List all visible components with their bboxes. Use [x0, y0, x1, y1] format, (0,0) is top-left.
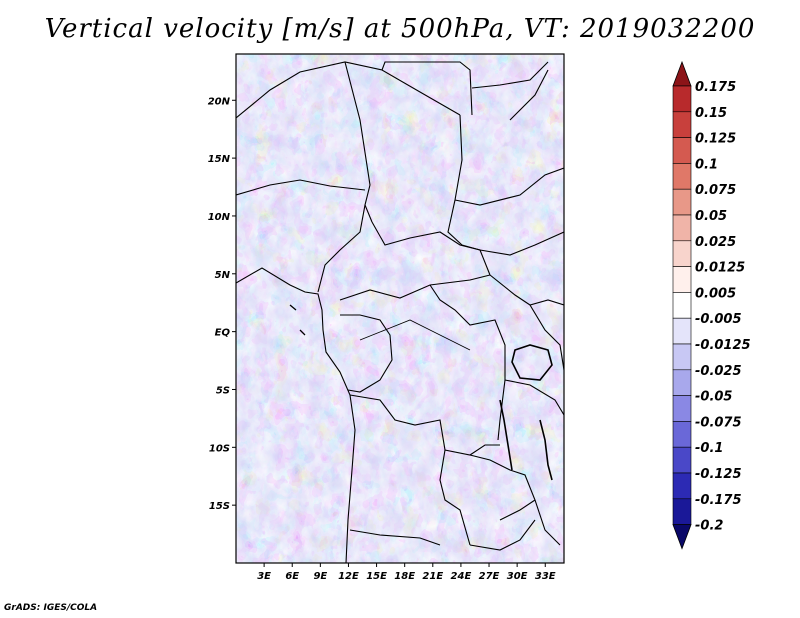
red-sea-coast	[471, 61, 549, 89]
colorbar-segment	[672, 292, 692, 319]
niger-nigeria-border	[236, 179, 366, 196]
chart-title: Vertical velocity [m/s] at 500hPa, VT: 2…	[44, 14, 756, 44]
lat-tick-label: 15S	[209, 501, 230, 512]
congo-river	[359, 319, 471, 351]
west-africa-coastline	[236, 267, 356, 563]
vertical-velocity-field	[236, 54, 564, 563]
colorbar-segment	[672, 472, 692, 500]
lat-tick-label: 15N	[208, 154, 231, 165]
colorbar-label: 0.005	[695, 286, 736, 301]
colorbar-label: -0.0125	[695, 338, 751, 353]
colorbar-segment	[672, 240, 692, 267]
colorbar-top-arrow	[672, 60, 692, 87]
longitude-axis: 3E 6E 9E 12E 15E 18E 21E 24E 27E 30E 33E	[257, 563, 556, 582]
lat-tick-label: EQ	[215, 328, 231, 339]
niger-chad-border	[344, 61, 373, 223]
colorbar-segment	[672, 214, 692, 242]
colorbar-label: 0.025	[695, 235, 736, 250]
colorbar: 0.175 0.15 0.125 0.1 0.075 0.05 0.025 0.0125 0.0…	[672, 60, 751, 550]
lon-tick-label: 24E	[451, 571, 472, 582]
mozambique-border	[534, 499, 561, 546]
colorbar-segment	[672, 137, 692, 164]
lon-tick-label: 18E	[394, 571, 415, 582]
map-frame	[235, 53, 565, 564]
angola-zambia-border	[439, 449, 471, 546]
colorbar-label: -0.05	[695, 390, 732, 405]
colorbar-segment	[672, 85, 692, 113]
latitude-axis: 20N 15N 10N 5N EQ 5S 10S 15S	[208, 96, 236, 512]
lon-tick-label: 21E	[422, 571, 443, 582]
country-borders	[236, 61, 564, 563]
lon-tick-label: 30E	[507, 571, 528, 582]
gulf-of-guinea-islands	[289, 304, 306, 336]
lon-tick-label: 15E	[366, 571, 387, 582]
colorbar-segment	[672, 421, 692, 448]
zambia-border	[469, 454, 536, 521]
colorbar-label: -0.025	[695, 364, 742, 379]
lake-victoria	[511, 344, 553, 381]
lon-tick-label: 33E	[535, 571, 556, 582]
colorbar-label: 0.1	[695, 157, 718, 172]
colorbar-segment	[672, 395, 692, 422]
colorbar-label: 0.0125	[695, 261, 745, 276]
lon-tick-label: 9E	[313, 571, 327, 582]
colorbar-segment	[672, 369, 692, 396]
colorbar-segment	[672, 111, 692, 138]
lat-tick-label: 5S	[216, 385, 230, 396]
car-south	[339, 274, 491, 301]
colorbar-segment	[672, 266, 692, 293]
colorbar-label: -0.1	[695, 441, 723, 456]
lat-tick-label: 10N	[208, 212, 231, 223]
colorbar-label: -0.075	[695, 415, 742, 430]
colorbar-segment	[672, 446, 692, 474]
lon-tick-label: 12E	[338, 571, 359, 582]
colorbar-label: -0.125	[695, 467, 742, 482]
colorbar-label: 0.175	[695, 80, 736, 95]
lon-tick-label: 27E	[479, 571, 500, 582]
lat-tick-label: 5N	[215, 270, 231, 281]
colorbar-segment	[672, 163, 692, 190]
drc-angola-border	[349, 394, 500, 456]
colorbar-label: 0.075	[695, 183, 736, 198]
colorbar-segment	[672, 498, 692, 525]
colorbar-label: 0.05	[695, 209, 727, 224]
drc-congo-border	[340, 314, 393, 393]
grads-credit: GrADS: IGES/COLA	[4, 603, 98, 613]
zimbabwe-border	[469, 519, 536, 551]
lat-tick-label: 10S	[209, 443, 230, 454]
colorbar-label: 0.125	[695, 132, 736, 147]
angola-namibia-border	[349, 529, 441, 546]
sudan-egypt-border	[381, 61, 473, 116]
colorbar-segment	[672, 317, 692, 345]
colorbar-label: -0.175	[695, 493, 742, 508]
lat-tick-label: 20N	[208, 96, 231, 107]
lake-malawi	[539, 419, 553, 481]
kenya-border	[529, 304, 564, 371]
colorbar-bottom-arrow	[672, 524, 692, 550]
south-sudan	[479, 231, 564, 256]
nigeria-cameroon-border	[317, 204, 366, 293]
lon-tick-label: 3E	[257, 571, 271, 582]
colorbar-segment	[672, 188, 692, 216]
colorbar-segment	[672, 343, 692, 371]
ethiopia-border	[454, 167, 564, 206]
tanzania-border	[504, 379, 564, 416]
colorbar-label: -0.005	[695, 312, 742, 327]
eritrea-border	[509, 69, 549, 121]
colorbar-label: -0.2	[695, 519, 723, 534]
lon-tick-label: 6E	[285, 571, 299, 582]
colorbar-label: 0.15	[695, 106, 727, 121]
lake-tanganyika	[499, 399, 513, 471]
